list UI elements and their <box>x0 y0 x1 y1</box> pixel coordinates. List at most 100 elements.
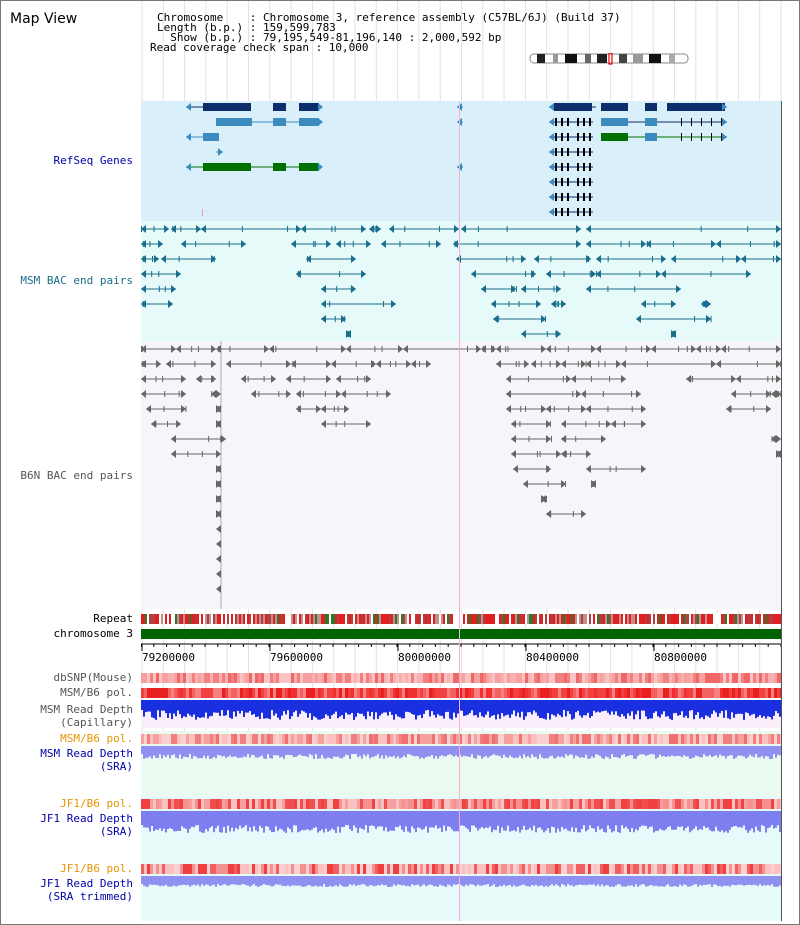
bac-end-pair[interactable] <box>286 375 331 383</box>
bac-end-pair[interactable] <box>726 405 771 413</box>
bac-end-pair[interactable] <box>471 270 536 278</box>
msm-bac-pairs-track[interactable] <box>141 221 781 341</box>
bac-end-pair[interactable] <box>611 420 646 428</box>
bac-end-pair[interactable] <box>453 240 581 248</box>
refseq-gene[interactable] <box>549 133 593 141</box>
bac-end-pair[interactable] <box>511 450 561 458</box>
bac-end-pair[interactable] <box>201 225 301 233</box>
bac-end-pair[interactable] <box>771 390 781 398</box>
bac-end-pair[interactable] <box>241 375 276 383</box>
bac-end-pair[interactable] <box>321 285 356 293</box>
bac-end-pair[interactable] <box>506 405 546 413</box>
bac-end-pair[interactable] <box>216 420 221 428</box>
refseq-track-label[interactable]: RefSeq Genes <box>53 154 133 167</box>
bac-end-pair[interactable] <box>731 390 771 398</box>
bac-end-pair[interactable] <box>321 405 349 413</box>
bac-end-pair[interactable] <box>496 360 529 368</box>
bac-end-pair[interactable] <box>269 345 346 353</box>
msm-b6-pol-track[interactable] <box>141 688 781 698</box>
bac-end-pair[interactable] <box>586 465 646 473</box>
bac-end-pair[interactable] <box>141 345 176 353</box>
bac-end-pair[interactable] <box>216 465 221 473</box>
bac-end-pair[interactable] <box>561 420 611 428</box>
bac-end-pair[interactable] <box>701 300 711 308</box>
refseq-gene[interactable] <box>549 148 593 156</box>
bac-end-pair[interactable] <box>369 225 381 233</box>
bac-end-pair[interactable] <box>346 345 403 353</box>
bac-end-pair[interactable] <box>321 420 371 428</box>
bac-end-pair[interactable] <box>216 480 221 488</box>
bac-end-pair[interactable] <box>141 240 163 248</box>
bac-end-pair[interactable] <box>521 285 561 293</box>
bac-end-pair[interactable] <box>561 360 587 368</box>
bac-end-pair[interactable] <box>456 255 526 263</box>
bac-end-pair[interactable] <box>291 240 331 248</box>
bac-end-pair[interactable] <box>571 375 626 383</box>
bac-end-pair[interactable] <box>151 420 181 428</box>
refseq-gene[interactable] <box>186 133 219 141</box>
bac-end-pair[interactable] <box>696 345 721 353</box>
bac-end-pair[interactable] <box>586 405 646 413</box>
bac-end-pair[interactable] <box>591 480 596 488</box>
bac-end-pair[interactable] <box>389 225 459 233</box>
bac-end-pair[interactable] <box>661 270 751 278</box>
refseq-gene[interactable] <box>549 163 593 171</box>
bac-end-pair[interactable] <box>586 285 681 293</box>
bac-end-pair[interactable] <box>181 240 246 248</box>
refseq-gene[interactable] <box>216 118 323 126</box>
b6n-bac-track-label[interactable]: B6N BAC end pairs <box>20 469 133 482</box>
bac-end-pair[interactable] <box>586 360 621 368</box>
refseq-gene[interactable] <box>457 103 463 111</box>
bac-end-pair[interactable] <box>481 345 496 353</box>
bac-end-pair[interactable] <box>641 300 676 308</box>
bac-end-pair[interactable] <box>146 405 187 413</box>
bac-end-pair[interactable] <box>636 315 712 323</box>
bac-end-pair[interactable] <box>716 240 781 248</box>
bac-end-pair[interactable] <box>736 375 781 383</box>
bac-end-pair[interactable] <box>296 270 366 278</box>
bac-end-pair[interactable] <box>211 390 221 398</box>
refseq-gene[interactable] <box>457 118 463 126</box>
bac-end-pair[interactable] <box>341 390 391 398</box>
msm-depth-sra-track[interactable] <box>141 746 781 762</box>
bac-end-pair[interactable] <box>176 345 216 353</box>
bac-end-pair[interactable] <box>561 435 606 443</box>
bac-end-pair[interactable] <box>621 360 716 368</box>
jf1-b6-pol2-track[interactable] <box>141 864 781 874</box>
bac-end-pair[interactable] <box>171 225 201 233</box>
bac-end-pair[interactable] <box>523 480 566 488</box>
bac-end-pair[interactable] <box>216 345 269 353</box>
bac-end-pair[interactable] <box>291 360 331 368</box>
bac-end-pair[interactable] <box>596 270 661 278</box>
bac-end-pair[interactable] <box>171 435 226 443</box>
bac-end-pair[interactable] <box>521 330 561 338</box>
bac-end-pair[interactable] <box>721 345 781 353</box>
refseq-gene[interactable] <box>601 133 727 141</box>
bac-end-pair[interactable] <box>296 390 341 398</box>
bac-end-pair[interactable] <box>771 435 781 443</box>
bac-end-pair[interactable] <box>161 255 216 263</box>
bac-end-pair[interactable] <box>716 360 781 368</box>
bac-end-pair[interactable] <box>646 240 716 248</box>
bac-end-pair[interactable] <box>586 225 781 233</box>
bac-end-pair[interactable] <box>596 345 651 353</box>
refseq-gene[interactable] <box>549 208 593 216</box>
bac-end-pair[interactable] <box>671 255 741 263</box>
bac-end-pair[interactable] <box>403 345 481 353</box>
bac-end-pair[interactable] <box>534 255 591 263</box>
bac-end-pair[interactable] <box>493 315 546 323</box>
bac-end-pair[interactable] <box>376 360 411 368</box>
bac-end-pair[interactable] <box>586 240 646 248</box>
bac-end-pair[interactable] <box>336 240 371 248</box>
bac-end-pair[interactable] <box>411 360 431 368</box>
bac-end-pair[interactable] <box>216 405 221 413</box>
bac-end-pair[interactable] <box>141 360 161 368</box>
bac-end-pair[interactable] <box>511 435 552 443</box>
bac-end-pair[interactable] <box>171 450 221 458</box>
bac-end-pair[interactable] <box>546 270 596 278</box>
refseq-gene[interactable] <box>601 118 727 126</box>
bac-end-pair[interactable] <box>546 405 586 413</box>
bac-end-pair[interactable] <box>741 255 781 263</box>
bac-end-pair[interactable] <box>321 315 346 323</box>
jf1-depth-sra-track[interactable] <box>141 811 781 837</box>
